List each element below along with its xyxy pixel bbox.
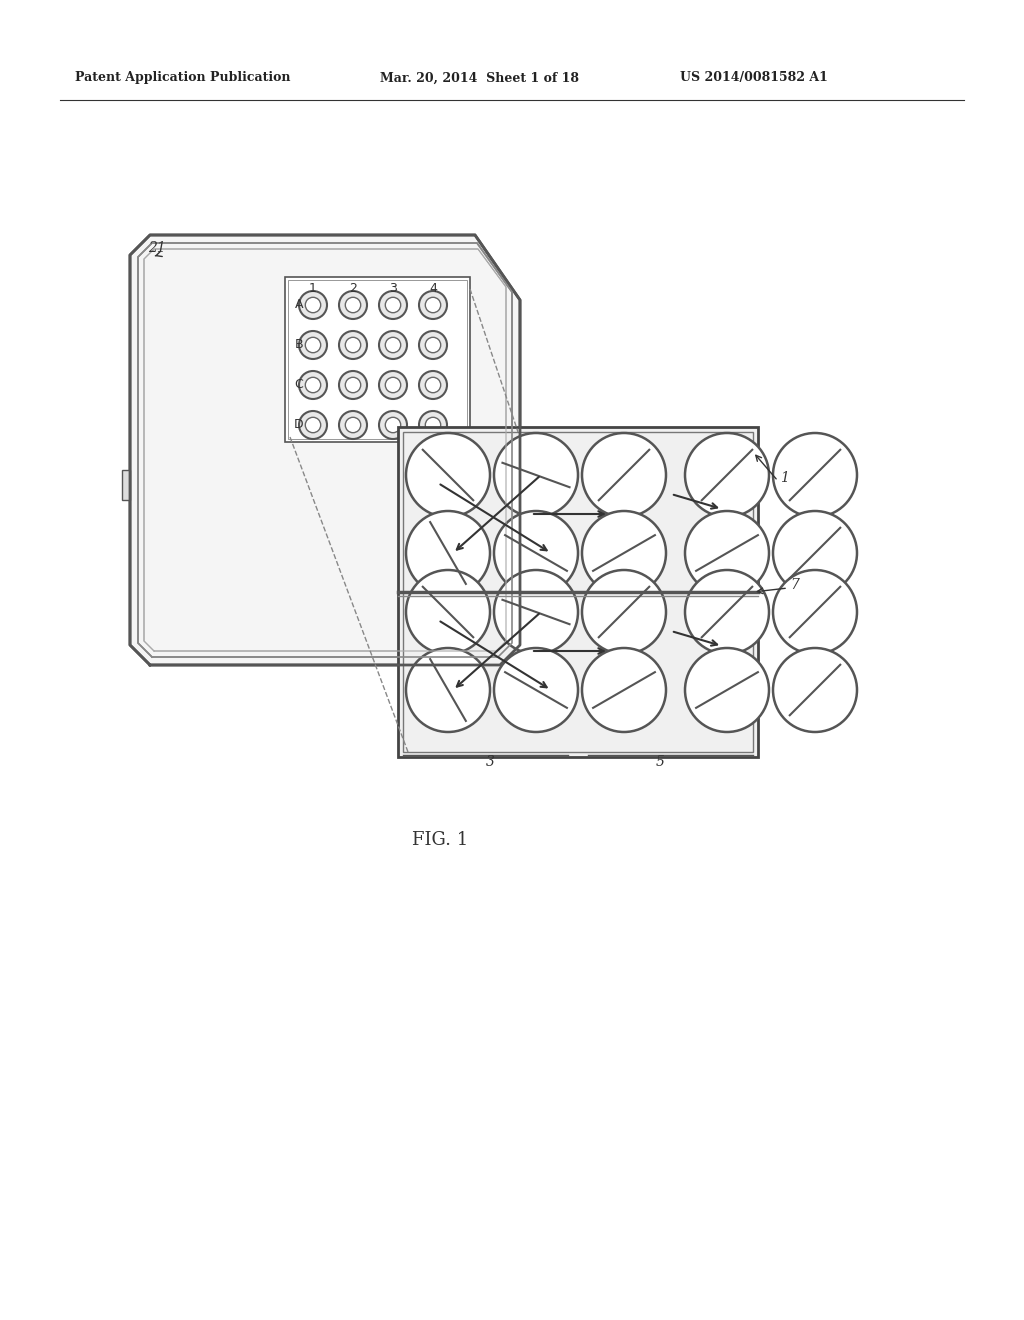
Circle shape [419, 290, 447, 319]
Circle shape [582, 648, 666, 733]
Circle shape [494, 648, 578, 733]
Text: FIG. 1: FIG. 1 [412, 832, 468, 849]
Circle shape [385, 417, 400, 433]
Text: 21: 21 [148, 242, 166, 255]
Circle shape [419, 371, 447, 399]
Text: 1: 1 [780, 471, 788, 484]
Circle shape [773, 433, 857, 517]
Circle shape [305, 378, 321, 393]
Text: 1: 1 [309, 282, 317, 296]
Circle shape [406, 511, 490, 595]
Circle shape [385, 338, 400, 352]
Circle shape [425, 297, 440, 313]
Polygon shape [138, 243, 512, 657]
Circle shape [379, 411, 407, 440]
Circle shape [345, 297, 360, 313]
Text: US 2014/0081582 A1: US 2014/0081582 A1 [680, 71, 827, 84]
Text: 2: 2 [349, 282, 357, 296]
Circle shape [494, 570, 578, 653]
Circle shape [773, 648, 857, 733]
Circle shape [345, 417, 360, 433]
Bar [403, 432, 753, 752]
Circle shape [339, 371, 367, 399]
Circle shape [299, 331, 327, 359]
Circle shape [339, 411, 367, 440]
Circle shape [685, 511, 769, 595]
Circle shape [582, 433, 666, 517]
Circle shape [685, 648, 769, 733]
Bar [398, 426, 758, 756]
Text: 3: 3 [485, 755, 495, 770]
Circle shape [494, 433, 578, 517]
Circle shape [685, 570, 769, 653]
Circle shape [406, 648, 490, 733]
Circle shape [345, 338, 360, 352]
Circle shape [419, 411, 447, 440]
Circle shape [406, 570, 490, 653]
Circle shape [582, 511, 666, 595]
Circle shape [582, 570, 666, 653]
Circle shape [406, 433, 490, 517]
Circle shape [685, 433, 769, 517]
Circle shape [419, 331, 447, 359]
Circle shape [773, 570, 857, 653]
Bar [285, 277, 470, 442]
Circle shape [299, 411, 327, 440]
Circle shape [494, 511, 578, 595]
Text: Mar. 20, 2014  Sheet 1 of 18: Mar. 20, 2014 Sheet 1 of 18 [380, 71, 579, 84]
Circle shape [345, 378, 360, 393]
Text: D: D [294, 418, 304, 432]
Circle shape [379, 371, 407, 399]
Text: 3: 3 [389, 282, 397, 296]
Bar [122, 470, 130, 500]
Circle shape [339, 290, 367, 319]
Circle shape [305, 338, 321, 352]
Text: 4: 4 [429, 282, 437, 296]
Circle shape [425, 378, 440, 393]
Polygon shape [144, 249, 506, 651]
Circle shape [773, 511, 857, 595]
Circle shape [299, 371, 327, 399]
Circle shape [425, 417, 440, 433]
Circle shape [385, 378, 400, 393]
Circle shape [379, 290, 407, 319]
Circle shape [425, 338, 440, 352]
Circle shape [305, 297, 321, 313]
Text: 5: 5 [655, 755, 665, 770]
Circle shape [339, 331, 367, 359]
Bar [288, 280, 467, 440]
Polygon shape [130, 235, 520, 665]
Text: A: A [295, 298, 303, 312]
Circle shape [305, 417, 321, 433]
Text: 7: 7 [790, 578, 799, 591]
Text: Patent Application Publication: Patent Application Publication [75, 71, 291, 84]
Circle shape [379, 331, 407, 359]
Text: B: B [295, 338, 303, 351]
Circle shape [385, 297, 400, 313]
Circle shape [299, 290, 327, 319]
Text: C: C [295, 379, 303, 392]
